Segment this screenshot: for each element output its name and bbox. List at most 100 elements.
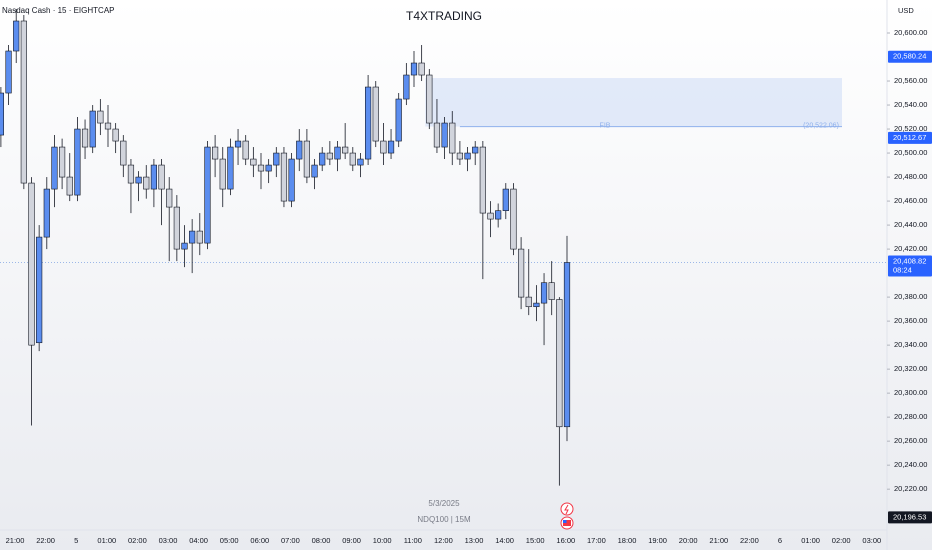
candle-body	[28, 182, 35, 346]
candle-body	[173, 206, 180, 250]
y-tick-label: 20,480.00	[894, 172, 927, 181]
candle-body	[517, 248, 525, 298]
x-tick-label: 04:00	[189, 536, 208, 545]
x-tick-label: 02:00	[128, 536, 147, 545]
x-tick-label: 15:00	[526, 536, 545, 545]
countdown: 08:24	[893, 265, 912, 274]
candle-body	[487, 212, 494, 220]
candle-body	[97, 110, 104, 124]
x-tick-label: 21:00	[709, 536, 728, 545]
candle-body	[158, 164, 165, 190]
candle-body	[181, 242, 188, 250]
candle-body	[502, 188, 509, 211]
candle-body	[311, 164, 318, 178]
x-tick-label: 02:00	[832, 536, 851, 545]
candle-body	[472, 146, 479, 154]
flag-canton	[563, 520, 567, 523]
x-tick-label: 16:00	[556, 536, 575, 545]
candle-body	[395, 98, 402, 142]
candle-body	[426, 74, 433, 124]
price-label: 20,512.67	[893, 133, 926, 142]
candle-body	[296, 140, 303, 160]
candle-body	[342, 146, 349, 154]
price-label: 20,580.24	[893, 52, 926, 61]
y-tick-label: 20,420.00	[894, 244, 927, 253]
candle-body	[74, 128, 81, 196]
candle-body	[212, 146, 219, 160]
candle-body	[166, 188, 173, 208]
y-tick-label: 20,380.00	[894, 292, 927, 301]
price-label-bg	[888, 50, 932, 63]
x-tick-label: 09:00	[342, 536, 361, 545]
candle-body	[441, 122, 448, 148]
candle-body	[112, 128, 119, 142]
x-tick-label: 17:00	[587, 536, 606, 545]
y-tick-label: 20,360.00	[894, 316, 927, 325]
y-tick-label: 20,520.00	[894, 124, 927, 133]
x-tick-label: 12:00	[434, 536, 453, 545]
x-tick-label: 06:00	[250, 536, 269, 545]
candle-body	[403, 74, 410, 100]
y-tick-label: 20,280.00	[894, 412, 927, 421]
candle-body	[250, 158, 257, 166]
candle-body	[104, 122, 112, 130]
x-tick-label: 05:00	[220, 536, 239, 545]
axes: 20,220.00 20,240.00 20,260.00 20,280.00 20,3…	[6, 28, 932, 545]
candle-body	[357, 158, 364, 166]
x-tick-label: 22:00	[36, 536, 55, 545]
candle-body	[319, 152, 326, 166]
candle-body	[372, 86, 379, 142]
y-tick-label: 20,440.00	[894, 220, 927, 229]
candle-body	[81, 128, 89, 148]
candle-body	[540, 282, 548, 304]
y-tick-label: 20,500.00	[894, 148, 927, 157]
candle-body	[548, 282, 555, 300]
candle-body	[349, 152, 356, 166]
y-tick-label: 20,460.00	[894, 196, 927, 205]
candle-body	[36, 236, 43, 344]
x-tick-label: 14:00	[495, 536, 514, 545]
symbol: Nasdaq Cash · 15 · EIGHTCAP	[2, 6, 114, 15]
candle-body	[66, 176, 73, 196]
candle-body	[89, 110, 96, 148]
y-tick-label: 20,260.00	[894, 436, 927, 445]
y-tick-label: 20,540.00	[894, 100, 927, 109]
candle-body	[479, 146, 486, 214]
last-price-label: 20,408.82	[893, 256, 926, 265]
candle-body	[456, 152, 464, 160]
price-label: 20,196.53	[893, 512, 926, 521]
candle-body	[242, 140, 249, 160]
candle-body	[364, 86, 372, 160]
candle-body	[13, 20, 20, 52]
x-tick-label: 6	[778, 536, 782, 545]
x-tick-label: 5	[74, 536, 78, 545]
y-tick-label: 20,240.00	[894, 460, 927, 469]
x-tick-label: 03:00	[159, 536, 178, 545]
y-tick-label: 20,340.00	[894, 340, 927, 349]
candle-body	[495, 210, 502, 220]
x-tick-label: 01:00	[801, 536, 820, 545]
chart-title: T4XTRADING	[406, 9, 482, 23]
candle-body	[273, 152, 280, 166]
x-tick-label: 10:00	[373, 536, 392, 545]
x-tick-label: 03:00	[862, 536, 881, 545]
candle-body	[150, 164, 158, 190]
x-tick-label: 21:00	[6, 536, 25, 545]
candle-body	[410, 62, 418, 76]
candle-body	[204, 146, 211, 244]
candle-body	[120, 140, 127, 166]
candle-body	[58, 146, 66, 178]
candle-body	[280, 152, 288, 202]
candle-body	[43, 188, 50, 238]
event-icon[interactable]	[560, 502, 574, 516]
event-icons	[560, 502, 574, 530]
candle-body	[219, 158, 226, 190]
candle-body	[334, 146, 341, 160]
candle-body	[387, 140, 395, 154]
x-tick-label: 22:00	[740, 536, 759, 545]
candle-body	[257, 164, 265, 172]
price-label-bg	[888, 131, 932, 144]
plot-area: FIB (20,522.06)	[0, 9, 887, 486]
